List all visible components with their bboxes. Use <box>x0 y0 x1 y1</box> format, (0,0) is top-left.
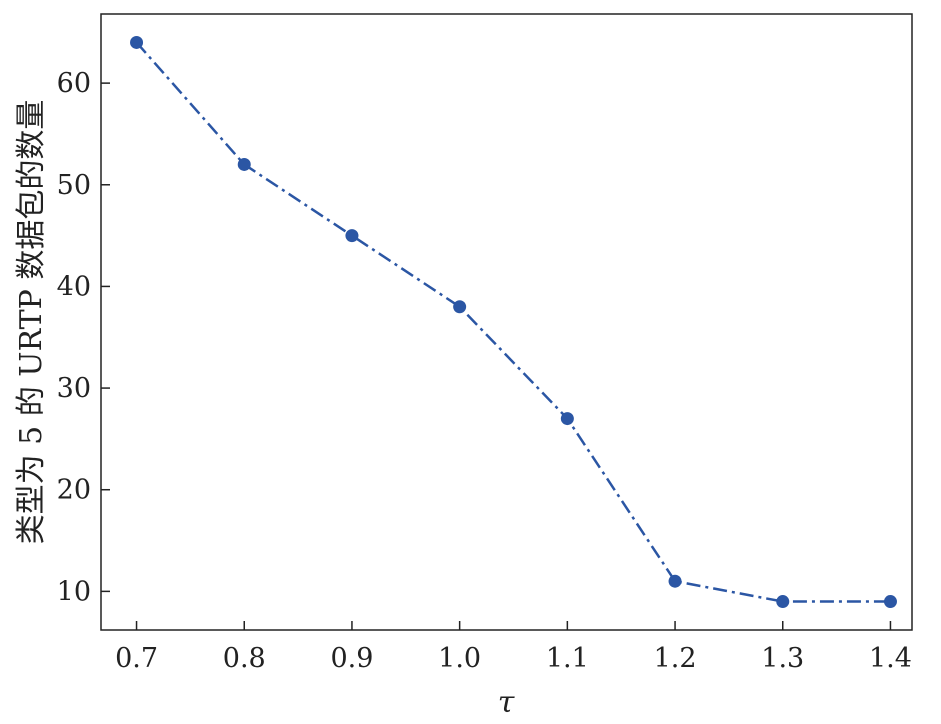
data-point <box>130 35 144 49</box>
data-point <box>776 595 790 609</box>
x-tick-label: 0.9 <box>330 643 373 674</box>
x-tick-label: 1.3 <box>761 643 804 674</box>
series-layer <box>130 35 897 609</box>
x-tick-label: 0.8 <box>223 643 266 674</box>
y-axis-ticks: 10 20 30 40 50 60 <box>57 68 110 607</box>
y-axis-label: 类型为 5 的 URTP 数据包的数量 <box>14 100 49 545</box>
y-tick-label: 20 <box>57 475 91 506</box>
plot-area-frame <box>100 13 913 631</box>
data-point <box>560 412 574 426</box>
series-line <box>135 41 891 603</box>
x-axis-ticks: 0.7 0.8 0.9 1.0 1.1 1.2 1.3 1.4 <box>115 621 912 674</box>
x-tick-label: 0.7 <box>115 643 158 674</box>
y-tick-label: 10 <box>57 576 91 607</box>
data-point <box>237 157 251 171</box>
x-tick-label: 1.2 <box>654 643 697 674</box>
y-tick-label: 60 <box>57 68 91 99</box>
data-point <box>345 229 359 243</box>
y-tick-label: 30 <box>57 373 91 404</box>
x-tick-label: 1.1 <box>546 643 589 674</box>
x-tick-label: 1.4 <box>869 643 912 674</box>
y-tick-label: 40 <box>57 271 91 302</box>
data-point <box>668 574 682 588</box>
data-point <box>883 595 897 609</box>
y-tick-label: 50 <box>57 170 91 201</box>
x-axis-label: τ <box>498 685 515 720</box>
x-tick-label: 1.0 <box>438 643 481 674</box>
data-point <box>453 300 467 314</box>
